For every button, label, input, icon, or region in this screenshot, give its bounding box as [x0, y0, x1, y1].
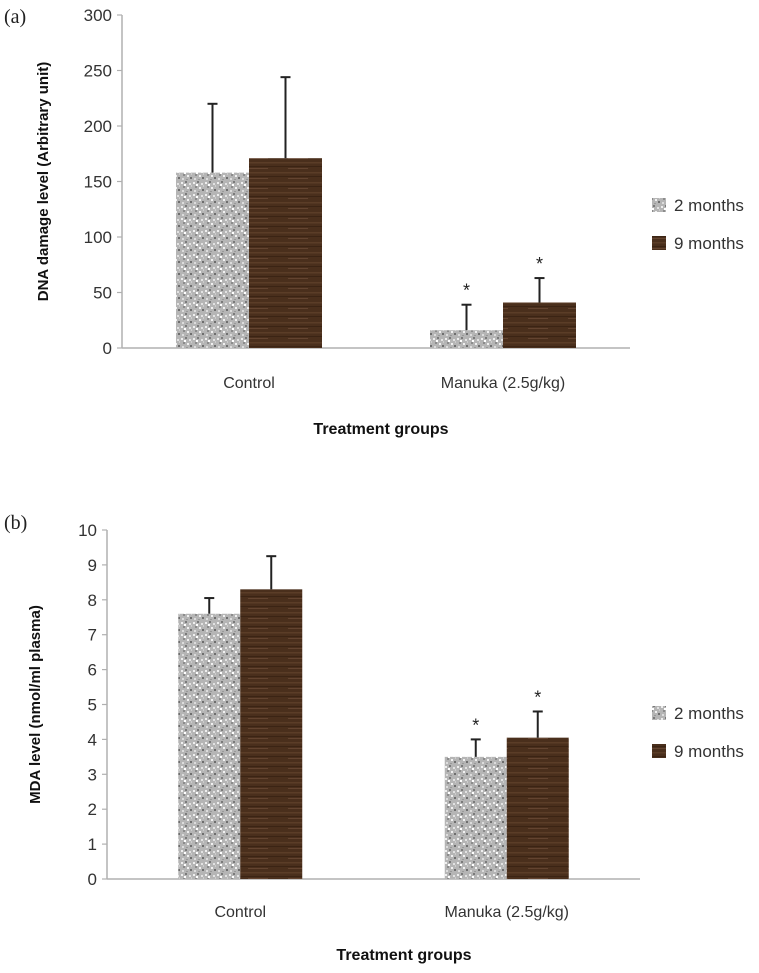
y-tick-label: 8	[88, 591, 97, 610]
bar-2-months-1	[444, 756, 507, 879]
legend-label: 9 months	[674, 234, 744, 253]
bar-2-months-0	[176, 172, 249, 348]
chart-panel-a: (a) 0 50 100 150 200 250 300 Control * * Manuka (2…	[0, 0, 759, 470]
legend-swatch-9-months	[652, 744, 666, 758]
y-tick-label: 7	[88, 626, 97, 645]
bar-9-months-1	[503, 302, 576, 348]
significance-marker: *	[536, 254, 543, 274]
y-tick-label: 6	[88, 661, 97, 680]
bar-2-months-1	[430, 330, 503, 348]
category-label: Manuka (2.5g/kg)	[444, 904, 569, 921]
y-axis-label: DNA damage level (Arbitrary unit)	[35, 62, 52, 302]
chart-b-svg: 0 1 2 3 4 5 6 7 8 9 10 Control * * Manuka (2.5g/kg) Tre…	[27, 521, 744, 964]
y-tick-label: 4	[88, 730, 97, 749]
y-tick-label: 250	[84, 62, 112, 81]
legend-label: 9 months	[674, 742, 744, 761]
significance-marker: *	[534, 687, 541, 707]
category-label: Manuka (2.5g/kg)	[441, 375, 566, 392]
y-tick-label: 1	[88, 835, 97, 854]
y-tick-label: 0	[88, 870, 97, 889]
significance-marker: *	[472, 715, 479, 735]
y-tick-label: 10	[78, 521, 97, 540]
y-tick-label: 5	[88, 696, 97, 715]
y-tick-label: 100	[84, 228, 112, 247]
bar-2-months-0	[178, 613, 241, 879]
panel-label-b: (b)	[4, 512, 28, 534]
y-tick-label: 50	[93, 284, 112, 303]
y-tick-label: 3	[88, 765, 97, 784]
bar-9-months-0	[240, 589, 303, 879]
legend-swatch-9-months	[652, 236, 666, 250]
y-axis-label: MDA level (nmol/ml plasma)	[27, 605, 44, 804]
significance-marker: *	[463, 281, 470, 301]
y-tick-label: 150	[84, 173, 112, 192]
bar-9-months-0	[249, 158, 322, 348]
y-tick-label: 9	[88, 556, 97, 575]
y-tick-label: 2	[88, 800, 97, 819]
x-axis-label: Treatment groups	[313, 421, 448, 438]
bar-9-months-1	[506, 737, 569, 879]
category-label: Control	[214, 904, 266, 921]
legend-swatch-2-months	[652, 198, 666, 212]
y-tick-label: 0	[103, 339, 112, 358]
legend-label: 2 months	[674, 704, 744, 723]
x-axis-label: Treatment groups	[336, 947, 471, 964]
chart-panel-b: (b) 0 1 2 3 4 5 6 7 8 9 10 Control * * Manuka (2.5g/kg…	[0, 500, 759, 968]
panel-label-a: (a)	[4, 6, 27, 28]
y-tick-label: 200	[84, 117, 112, 136]
category-label: Control	[223, 375, 275, 392]
y-tick-label: 300	[84, 6, 112, 25]
legend-swatch-2-months	[652, 706, 666, 720]
legend-label: 2 months	[674, 196, 744, 215]
chart-a-svg: 0 50 100 150 200 250 300 Control * * Manuka (2.5g/…	[35, 6, 744, 438]
